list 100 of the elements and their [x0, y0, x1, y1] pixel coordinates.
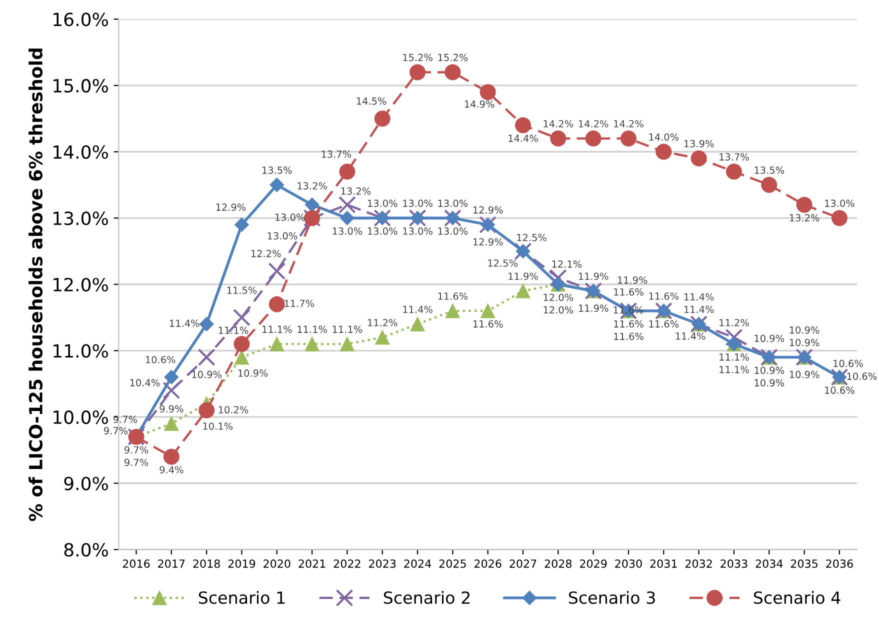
x-tick-label: 2019	[228, 559, 256, 568]
data-label: 11.4%	[170, 320, 200, 327]
x-tick-label: 2036	[826, 559, 853, 568]
data-label: 11.1%	[720, 353, 749, 361]
data-label: 11.6%	[614, 320, 644, 328]
data-label: 12.9%	[216, 203, 246, 211]
y-tick-label: 13.0%	[54, 212, 108, 226]
data-label: 12.2%	[251, 250, 281, 258]
data-label: 14.0%	[649, 133, 679, 141]
x-tick-label: 2018	[193, 559, 220, 568]
data-label: 10.9%	[790, 370, 820, 378]
data-label: 12.5%	[517, 234, 546, 242]
data-label: 10.6%	[834, 360, 863, 368]
x-tick-label: 2028	[544, 559, 572, 568]
data-label: 13.0%	[332, 227, 362, 235]
data-label: 14.2%	[544, 120, 574, 128]
data-label: 11.4%	[403, 306, 432, 314]
x-tick-label: 2022	[334, 559, 360, 568]
data-label: 11.1%	[720, 366, 749, 374]
data-label: 13.7%	[322, 150, 352, 158]
data-label: 13.0%	[438, 227, 468, 235]
y-tick-label: 11.0%	[54, 344, 108, 358]
data-label: 11.4%	[676, 332, 706, 340]
data-label: 13.9%	[684, 140, 714, 148]
x-tick-label: 2020	[264, 559, 290, 568]
data-label: 11.4%	[684, 306, 714, 314]
data-label: 9.7%	[124, 458, 148, 466]
y-tick-label: 8.0%	[64, 543, 108, 557]
y-tick-label: 16.0%	[54, 12, 108, 26]
x-tick-label: 2033	[720, 559, 748, 568]
data-label: 13.0%	[368, 227, 398, 235]
x-tick-label: 2031	[650, 559, 677, 568]
data-label: 10.9%	[238, 369, 268, 377]
x-tick-label: 2032	[685, 559, 712, 568]
data-label: 11.6%	[649, 320, 679, 328]
y-tick-label: 15.0%	[54, 78, 108, 93]
data-label: 12.9%	[473, 238, 503, 246]
data-label: 13.0%	[368, 200, 398, 207]
data-label: 13.5%	[262, 166, 292, 174]
x-tick-label: 2017	[158, 559, 185, 568]
x-tick-label: 2023	[369, 559, 396, 568]
data-label: 11.9%	[508, 272, 538, 280]
legend-label: Scenario 3	[568, 591, 655, 604]
data-label: 14.4%	[508, 134, 538, 142]
data-label: 11.4%	[684, 293, 714, 301]
data-label: 14.2%	[578, 120, 608, 128]
y-tick-label: 10.0%	[54, 410, 108, 424]
y-axis-title: % of LICO-125 households above 6% threshold	[28, 48, 43, 522]
data-label: 11.9%	[618, 276, 648, 284]
data-label: 11.1%	[332, 326, 362, 333]
data-label: 13.7%	[720, 153, 749, 161]
data-label: 12.0%	[544, 306, 574, 314]
x-tick-label: 2025	[439, 559, 466, 568]
data-label: 12.9%	[473, 206, 503, 214]
data-label: 11.1%	[262, 326, 292, 333]
data-label: 10.1%	[203, 422, 233, 430]
data-label: 11.6%	[473, 320, 503, 328]
data-label: 12.1%	[552, 260, 582, 268]
y-tick-label: 12.0%	[54, 278, 108, 292]
data-label: 13.0%	[403, 200, 432, 207]
data-label: 10.9%	[790, 338, 820, 346]
data-label: 10.9%	[192, 370, 222, 378]
data-label: 10.4%	[130, 378, 160, 386]
data-label: 12.5%	[488, 259, 518, 267]
data-label: 11.2%	[368, 318, 398, 326]
data-label: 12.0%	[544, 294, 574, 302]
data-label: 10.9%	[754, 366, 784, 374]
data-label: 11.1%	[298, 326, 327, 333]
data-label: 9.7%	[124, 446, 148, 454]
data-label: 11.9%	[578, 272, 608, 280]
data-label: 10.9%	[754, 379, 784, 386]
x-tick-label: 2021	[298, 559, 326, 568]
data-label: 13.2%	[341, 187, 371, 195]
y-tick-label: 14.0%	[54, 145, 108, 159]
data-label: 13.0%	[825, 200, 854, 207]
data-label: 14.9%	[464, 100, 494, 108]
x-tick-label: 2024	[404, 559, 432, 568]
x-tick-label: 2030	[615, 559, 642, 568]
data-label: 9.9%	[160, 405, 184, 413]
data-label: 11.6%	[614, 288, 644, 296]
data-label: 15.2%	[438, 54, 468, 62]
data-label: 14.2%	[614, 120, 644, 128]
data-label: 13.2%	[790, 214, 820, 222]
data-label: 13.5%	[754, 166, 784, 174]
data-label: 13.0%	[403, 227, 432, 235]
x-tick-label: 2027	[510, 559, 536, 568]
x-tick-label: 2035	[790, 559, 818, 568]
data-label: 11.6%	[649, 292, 679, 300]
x-tick-label: 2034	[756, 559, 783, 568]
data-label: 11.6%	[614, 332, 644, 340]
data-label: 13.0%	[268, 232, 298, 240]
data-label: 10.2%	[218, 406, 248, 414]
data-label: 10.6%	[146, 356, 176, 364]
data-label: 9.7%	[113, 416, 138, 423]
data-label: 13.2%	[298, 182, 327, 190]
data-label: 10.9%	[754, 334, 784, 342]
x-tick-label: 2026	[474, 559, 502, 568]
y-tick-label: 9.0%	[64, 476, 108, 490]
data-label: 15.2%	[403, 54, 432, 62]
data-label: 9.4%	[160, 466, 184, 474]
